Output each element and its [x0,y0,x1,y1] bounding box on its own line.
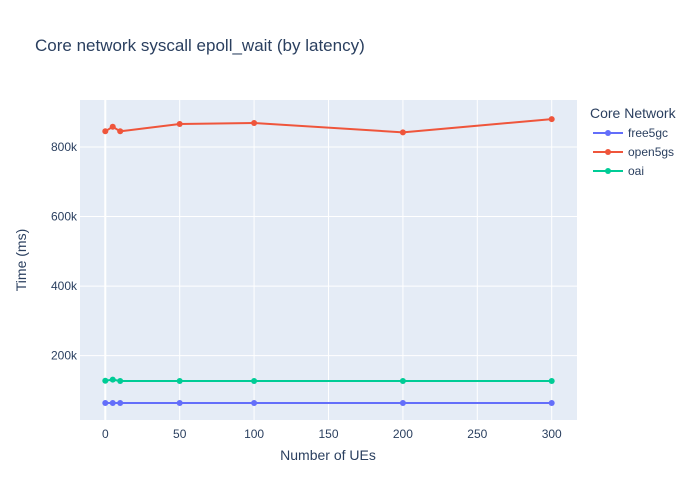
x-tick-label: 50 [173,427,187,441]
x-axis-label: Number of UEs [280,447,376,463]
legend-marker [605,130,611,136]
x-tick-labels: 0 50 100 150 200 250 300 [102,427,562,441]
chart-title: Core network syscall epoll_wait (by late… [35,36,365,55]
legend-label: free5gc [628,126,668,140]
data-point-free5gc[interactable] [117,399,124,406]
legend[interactable]: Core Network free5gc open5gs oai [590,105,677,178]
data-point-free5gc[interactable] [399,399,406,406]
data-point-oai[interactable] [548,378,555,385]
data-point-free5gc[interactable] [548,399,555,406]
legend-label: oai [628,164,644,178]
data-point-free5gc[interactable] [251,399,258,406]
y-tick-label: 600k [51,210,78,224]
y-tick-label: 200k [51,349,78,363]
y-tick-labels: 200k 400k 600k 800k [51,140,78,363]
data-point-free5gc[interactable] [102,399,109,406]
y-axis-label: Time (ms) [13,229,29,291]
x-tick-label: 0 [102,427,109,441]
legend-marker [605,168,611,174]
data-point-oai[interactable] [102,377,109,384]
data-point-oai[interactable] [117,378,124,385]
x-tick-label: 150 [318,427,338,441]
data-point-open5gs[interactable] [548,116,555,123]
data-point-oai[interactable] [109,376,116,383]
data-point-free5gc[interactable] [109,399,116,406]
legend-marker [605,149,611,155]
data-point-open5gs[interactable] [399,129,406,136]
data-point-open5gs[interactable] [176,121,183,127]
x-tick-label: 250 [467,427,487,441]
series-group [102,116,555,406]
y-tick-label: 800k [51,140,78,154]
legend-item-free5gc[interactable]: free5gc [593,126,668,140]
y-tick-label: 400k [51,279,78,293]
legend-item-oai[interactable]: oai [593,164,644,178]
data-point-open5gs[interactable] [251,119,258,126]
legend-item-open5gs[interactable]: open5gs [593,145,674,159]
legend-label: open5gs [628,145,674,159]
x-tick-label: 300 [542,427,562,441]
x-tick-label: 200 [393,427,413,441]
data-point-oai[interactable] [399,378,406,385]
data-point-open5gs[interactable] [102,128,109,135]
data-point-open5gs[interactable] [117,128,124,135]
legend-title: Core Network [590,105,677,121]
data-point-open5gs[interactable] [109,123,116,130]
data-point-oai[interactable] [176,378,183,385]
x-tick-label: 100 [244,427,264,441]
data-point-free5gc[interactable] [176,399,183,406]
data-point-oai[interactable] [251,378,258,385]
gridlines [80,100,577,420]
